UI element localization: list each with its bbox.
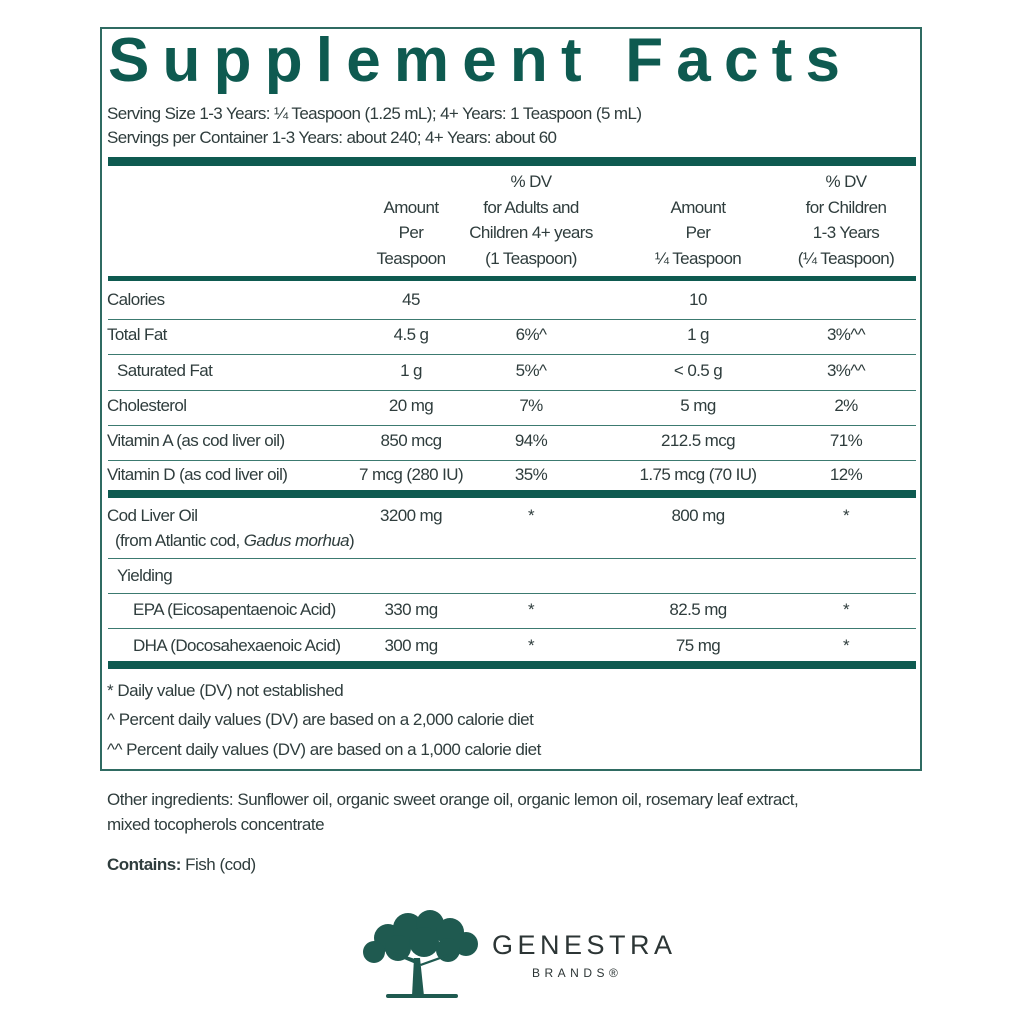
column-header-line: for Adults and <box>483 197 579 217</box>
nutrient-value: 12% <box>829 465 863 484</box>
column-header-line: Children 4+ years <box>469 223 593 242</box>
nutrient-value: 5 mg <box>680 396 716 415</box>
divider-thin <box>108 425 916 426</box>
column-header-line: Teaspoon <box>376 248 447 268</box>
nutrient-name: Cholesterol <box>107 396 187 415</box>
column-header-line: (1 Teaspoon) <box>485 248 577 268</box>
nutrient-value: * <box>527 506 535 525</box>
divider-thick <box>108 157 916 166</box>
column-header-line: Amount <box>383 197 440 217</box>
divider-thin <box>108 558 916 559</box>
divider-thin <box>108 628 916 629</box>
nutrient-name: Total Fat <box>107 325 167 344</box>
nutrient-value: 850 mcg <box>380 431 442 450</box>
footnote: ^ Percent daily values (DV) are based on… <box>107 710 534 729</box>
column-header-line: % DV <box>510 172 552 191</box>
nutrient-value: 75 mg <box>675 636 721 655</box>
divider-thin <box>108 460 916 461</box>
nutrient-value: 10 <box>689 290 707 309</box>
nutrient-value: 82.5 mg <box>669 600 727 619</box>
column-header: Amount Per ¼ Teaspoon <box>654 195 742 272</box>
nutrient-value: 7 mcg (280 IU) <box>358 465 464 484</box>
other-ingredients: mixed tocopherols concentrate <box>107 815 325 834</box>
nutrient-value: 6%^ <box>515 325 547 344</box>
source-species: Gadus morhua <box>243 531 350 550</box>
column-header-line: Per <box>398 223 424 242</box>
column-header-line: 1-3 Years <box>812 223 880 242</box>
nutrient-value: 35% <box>514 465 548 484</box>
tree-logo-icon <box>363 910 478 998</box>
nutrient-value: 800 mg <box>671 506 725 525</box>
nutrient-name: Vitamin D (as cod liver oil) <box>107 465 288 484</box>
nutrient-value: * <box>842 506 850 525</box>
nutrient-value: 20 mg <box>388 396 434 415</box>
nutrient-name: Saturated Fat <box>117 361 213 380</box>
serving-size: Serving Size 1-3 Years: ¼ Teaspoon (1.25… <box>107 104 642 123</box>
nutrient-value: 4.5 g <box>393 325 429 344</box>
column-header: % DV for Adults and Children 4+ years (1 Te… <box>469 169 593 271</box>
nutrient-value: 3%^^ <box>826 325 866 344</box>
nutrient-name: Vitamin A (as cod liver oil) <box>107 431 285 450</box>
nutrient-value: 45 <box>402 290 420 309</box>
panel-title: Supplement Facts <box>108 26 854 95</box>
source-text: (from Atlantic cod, <box>115 531 244 550</box>
nutrient-value: 212.5 mcg <box>661 431 736 450</box>
column-header-line: (¼ Teaspoon) <box>797 248 895 268</box>
brand-name: GENESTRA <box>492 930 677 960</box>
nutrient-value: < 0.5 g <box>673 361 723 380</box>
column-header: Amount Per Teaspoon <box>376 195 447 272</box>
divider-thick <box>108 661 916 669</box>
allergen-statement: Contains: Fish (cod) <box>107 855 256 875</box>
nutrient-name: Cod Liver Oil <box>107 506 198 525</box>
nutrient-value: 1.75 mcg (70 IU) <box>639 465 757 484</box>
nutrient-name: EPA (Eicosapentaenoic Acid) <box>133 600 336 619</box>
nutrient-value: 3%^^ <box>826 361 866 380</box>
nutrient-name: Calories <box>107 290 165 309</box>
column-header-line: ¼ Teaspoon <box>654 248 742 268</box>
nutrient-source: (from Atlantic cod, Gadus morhua) <box>115 531 355 551</box>
nutrient-name: Yielding <box>117 566 173 585</box>
brand-subtitle: BRANDS® <box>532 966 623 980</box>
nutrient-value: 300 mg <box>384 636 438 655</box>
column-header: % DV for Children 1-3 Years (¼ Teaspoon) <box>797 169 895 271</box>
nutrient-value: * <box>527 600 535 619</box>
column-header-line: Amount <box>670 197 726 217</box>
nutrient-value: 1 g <box>400 361 422 380</box>
divider-thin <box>108 354 916 355</box>
contains-label: Contains: <box>107 855 181 874</box>
divider-thick <box>108 276 916 281</box>
nutrient-value: * <box>527 636 535 655</box>
footnote: ^^ Percent daily values (DV) are based o… <box>107 740 541 759</box>
nutrient-name: DHA (Docosahexaenoic Acid) <box>133 636 341 655</box>
column-header-line: Per <box>685 223 711 242</box>
other-ingredients: Other ingredients: Sunflower oil, organi… <box>107 790 799 809</box>
divider-thin <box>108 390 916 391</box>
servings-per-container: Servings per Container 1-3 Years: about … <box>107 128 557 147</box>
footnote: * Daily value (DV) not established <box>107 681 344 700</box>
supplement-facts-panel <box>100 27 922 771</box>
source-end: ) <box>349 531 355 550</box>
nutrient-value: 1 g <box>687 325 709 344</box>
nutrient-value: 71% <box>829 431 863 450</box>
column-header-line: for Children <box>805 197 887 217</box>
nutrient-value: 3200 mg <box>380 506 443 525</box>
contains-value: Fish (cod) <box>180 855 256 874</box>
divider-thin <box>108 593 916 594</box>
divider-thick <box>108 490 916 498</box>
nutrient-value: * <box>842 600 850 619</box>
divider-thin <box>108 319 916 320</box>
column-header-line: % DV <box>825 172 867 191</box>
nutrient-value: * <box>842 636 850 655</box>
nutrient-value: 330 mg <box>384 600 438 619</box>
nutrient-value: 2% <box>834 396 858 415</box>
nutrient-value: 5%^ <box>515 361 547 380</box>
nutrient-value: 94% <box>514 431 548 450</box>
nutrient-value: 7% <box>519 396 543 415</box>
